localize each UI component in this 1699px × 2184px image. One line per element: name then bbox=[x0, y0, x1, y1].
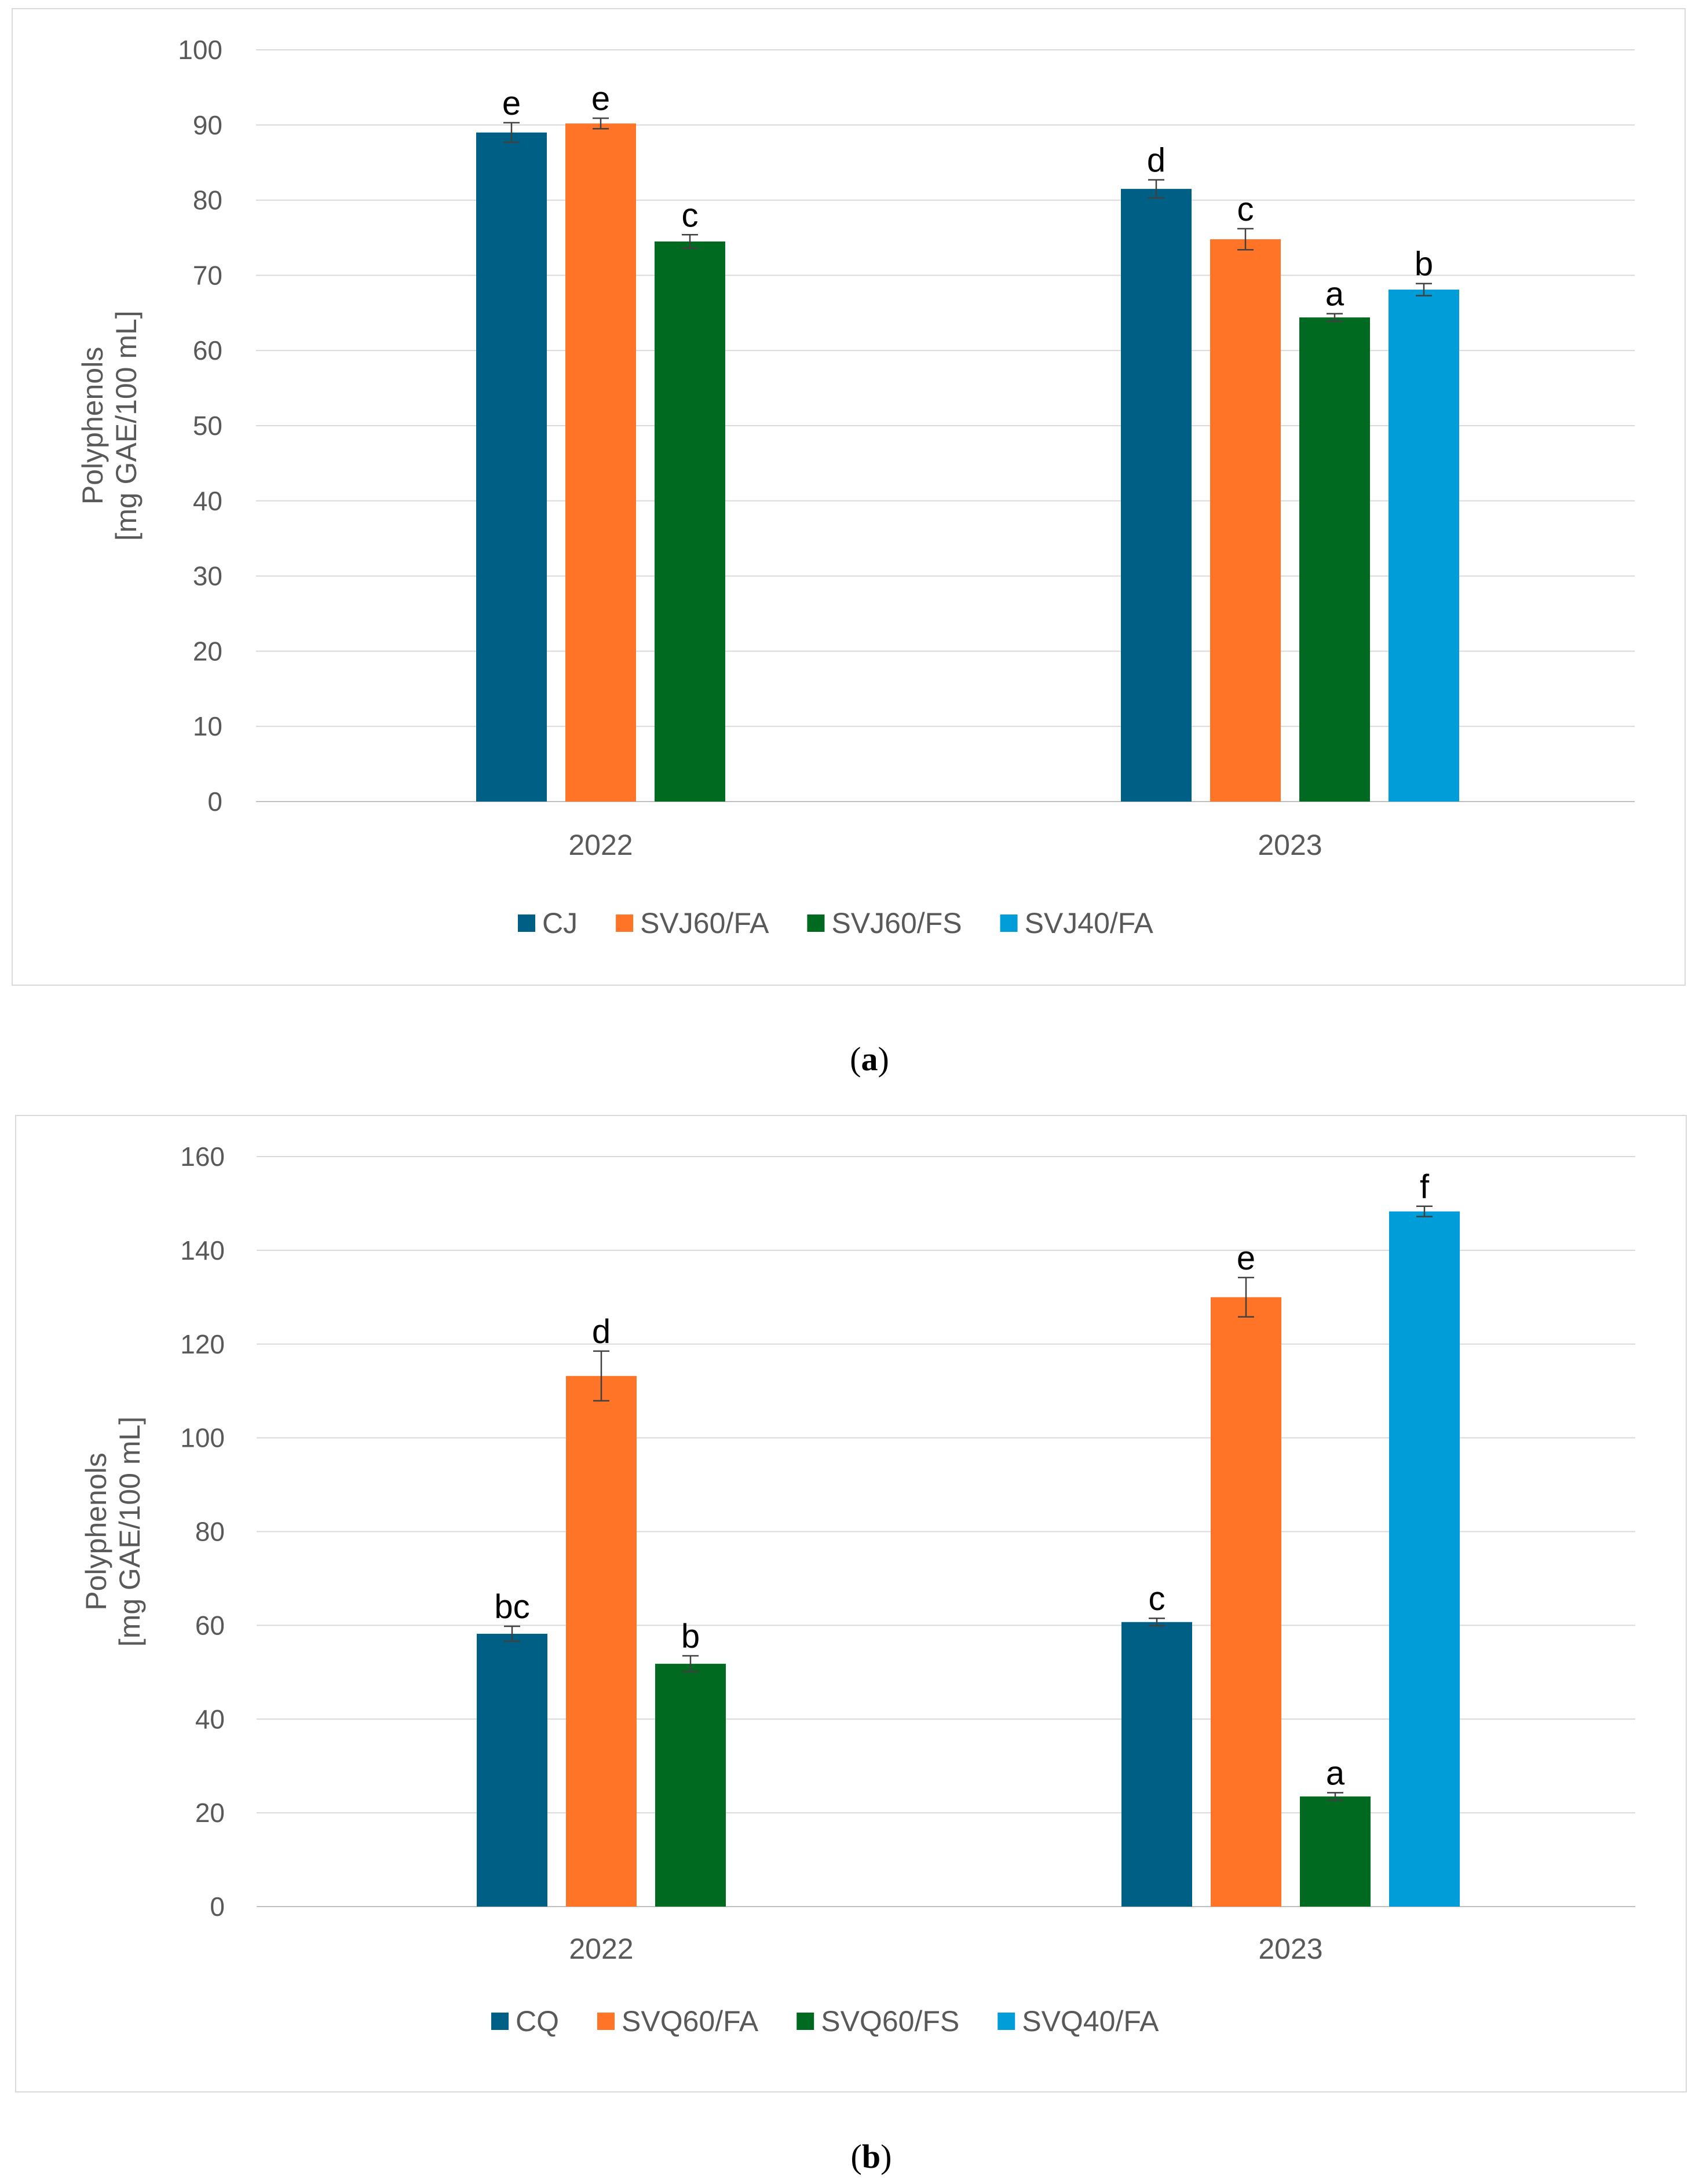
y-tick-label: 40 bbox=[195, 1704, 225, 1734]
chart-panel-b: 0 20 40 60 80 100 120 140 160 Polyphenols [mg GAE/… bbox=[15, 1115, 1687, 2092]
significance-letter: d bbox=[592, 1313, 611, 1351]
bar-svq60-fa-2022 bbox=[566, 1375, 637, 1907]
y-tick-label: 60 bbox=[195, 1610, 225, 1640]
legend-label: SVJ60/FA bbox=[640, 907, 769, 939]
x-category-label: 2023 bbox=[1258, 829, 1322, 861]
bar-chart-a: 0 10 20 30 40 50 60 70 80 90 100 Polyphenols [mg GAE… bbox=[76, 35, 1635, 939]
y-axis-title-line1: Polyphenols bbox=[76, 347, 109, 504]
bar-cj-2022 bbox=[476, 132, 547, 802]
y-axis-title-line2: [mg GAE/100 mL] bbox=[110, 310, 143, 540]
bar-svj60-fs-2023 bbox=[1299, 317, 1370, 802]
y-tick-label: 100 bbox=[180, 1423, 225, 1453]
legend-label: SVJ40/FA bbox=[1025, 907, 1154, 939]
y-tick-label: 70 bbox=[193, 260, 222, 290]
y-axis-title: Polyphenols [mg GAE/100 mL] bbox=[76, 310, 143, 540]
bar-cq-2022 bbox=[477, 1633, 547, 1907]
significance-letter: bc bbox=[494, 1588, 529, 1626]
bar-cq-2023 bbox=[1121, 1622, 1192, 1907]
y-tick-label: 160 bbox=[180, 1142, 225, 1172]
y-axis-title-line2: [mg GAE/100 mL] bbox=[114, 1417, 146, 1647]
x-category-label: 2023 bbox=[1258, 1933, 1322, 1965]
bar-cj-2023 bbox=[1121, 189, 1192, 802]
y-tick-label: 40 bbox=[193, 486, 222, 516]
legend-label: SVQ60/FA bbox=[622, 2005, 759, 2037]
bar-svq60-fs-2023 bbox=[1300, 1796, 1371, 1907]
caption-a-label: a bbox=[861, 1040, 878, 1078]
bar-svj40-fa-2023 bbox=[1389, 290, 1459, 802]
x-category-label: 2022 bbox=[568, 829, 633, 861]
y-tick-label: 20 bbox=[195, 1798, 225, 1828]
significance-letter: c bbox=[682, 196, 699, 234]
legend-swatch bbox=[518, 914, 535, 932]
legend-label: CQ bbox=[516, 2005, 559, 2037]
y-tick-label: 100 bbox=[178, 35, 222, 65]
y-tick-label: 0 bbox=[207, 786, 222, 817]
y-tick-label: 80 bbox=[195, 1517, 225, 1547]
caption-b-label: b bbox=[861, 2138, 881, 2175]
legend-swatch bbox=[807, 914, 825, 932]
significance-letter: e bbox=[502, 85, 521, 122]
significance-letter: d bbox=[1147, 142, 1165, 180]
y-tick-label: 0 bbox=[210, 1892, 225, 1922]
significance-letter: c bbox=[1237, 191, 1254, 228]
bar-svj60-fa-2022 bbox=[565, 123, 636, 802]
significance-letter: a bbox=[1326, 1754, 1345, 1792]
y-axis-title: Polyphenols [mg GAE/100 mL] bbox=[80, 1417, 146, 1647]
caption-a: (a) bbox=[850, 1040, 889, 1078]
significance-letter: b bbox=[1415, 246, 1433, 283]
y-tick-label: 80 bbox=[193, 185, 222, 215]
y-tick-label: 140 bbox=[180, 1235, 225, 1265]
bar-svj60-fa-2023 bbox=[1210, 239, 1281, 802]
y-tick-label: 50 bbox=[193, 411, 222, 441]
legend-swatch bbox=[616, 914, 634, 932]
y-tick-label: 10 bbox=[193, 711, 222, 741]
bar-svq60-fs-2022 bbox=[655, 1663, 726, 1907]
bar-svj60-fs-2022 bbox=[655, 241, 725, 802]
legend-label: SVQ60/FS bbox=[821, 2005, 959, 2037]
y-tick-label: 90 bbox=[193, 110, 222, 140]
chart-panel-a: 0 10 20 30 40 50 60 70 80 90 100 Polyphenols [mg GAE… bbox=[12, 8, 1686, 986]
legend-swatch bbox=[998, 2013, 1015, 2030]
legend-label: SVQ40/FA bbox=[1022, 2005, 1159, 2037]
y-tick-label: 60 bbox=[193, 335, 222, 365]
significance-letter: e bbox=[591, 80, 610, 118]
bar-svq60-fa-2023 bbox=[1211, 1297, 1281, 1907]
significance-letter: f bbox=[1420, 1168, 1430, 1206]
legend-swatch bbox=[1000, 914, 1018, 932]
legend-swatch bbox=[796, 2013, 814, 2030]
x-category-label: 2022 bbox=[569, 1933, 633, 1965]
bar-chart-b: 0 20 40 60 80 100 120 140 160 Polyphenols [mg GAE/… bbox=[80, 1142, 1635, 2037]
y-tick-label: 120 bbox=[180, 1329, 225, 1359]
significance-letter: e bbox=[1237, 1239, 1255, 1277]
bar-svq40-fa-2023 bbox=[1389, 1211, 1460, 1907]
legend-swatch bbox=[597, 2013, 615, 2030]
significance-letter: a bbox=[1325, 276, 1344, 313]
legend-label: SVJ60/FS bbox=[831, 907, 962, 939]
y-tick-label: 30 bbox=[193, 561, 222, 591]
y-tick-label: 20 bbox=[193, 636, 222, 666]
legend-swatch bbox=[491, 2013, 509, 2030]
significance-letter: c bbox=[1149, 1580, 1165, 1618]
legend-label: CJ bbox=[542, 907, 578, 939]
y-axis-title-line1: Polyphenols bbox=[80, 1453, 112, 1610]
caption-b: (b) bbox=[850, 2138, 892, 2175]
significance-letter: b bbox=[681, 1618, 700, 1655]
